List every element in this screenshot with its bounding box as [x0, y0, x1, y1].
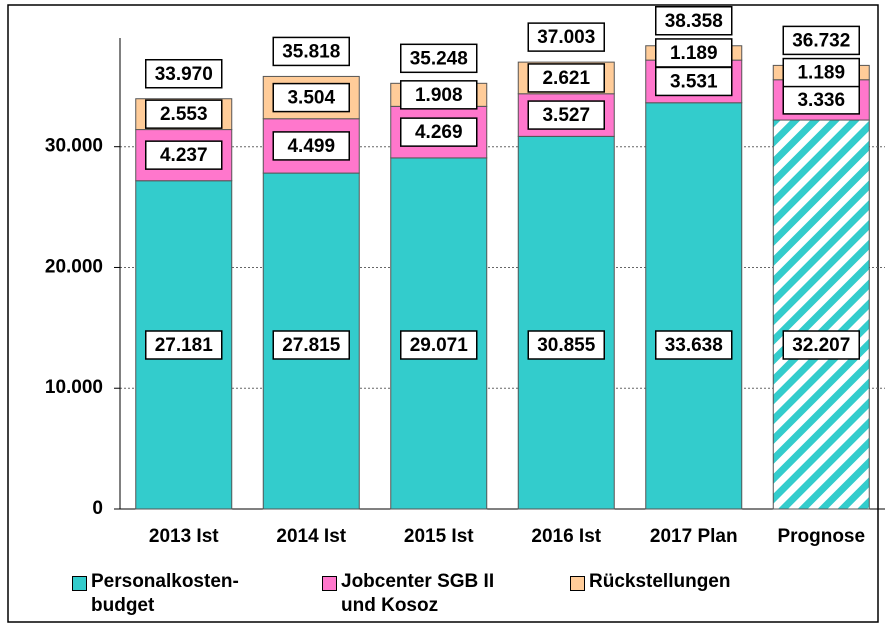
- data-label: 3.531: [670, 71, 718, 92]
- label-box: [272, 131, 350, 161]
- data-label: 1.189: [670, 43, 718, 64]
- legend-item: Rückstellungen: [570, 570, 790, 594]
- label-box: [272, 36, 350, 67]
- data-label: 33.970: [155, 64, 213, 85]
- y-tick-label: 10.000: [45, 377, 103, 398]
- bar-segment: [645, 102, 743, 510]
- data-label: 33.638: [665, 335, 723, 356]
- label-box: [145, 58, 223, 89]
- data-label: 1.908: [415, 85, 463, 106]
- data-label: 36.732: [792, 30, 850, 51]
- x-tick-label: 2017 Plan: [650, 526, 738, 547]
- label-box: [655, 38, 733, 68]
- legend-swatch: [570, 576, 585, 591]
- bar-segment: [772, 119, 870, 510]
- data-label: 30.855: [537, 335, 596, 356]
- label-box: [782, 25, 860, 56]
- label-box: [527, 63, 605, 93]
- bar-segment: [517, 135, 615, 510]
- label-box: [655, 66, 733, 97]
- label-box: [527, 100, 605, 130]
- label-box: [782, 85, 860, 115]
- label-box: [400, 43, 478, 74]
- data-label: 2.621: [542, 68, 590, 89]
- legend-item: Personalkosten-budget: [72, 570, 262, 618]
- x-tick-label: 2015 Ist: [404, 526, 474, 547]
- legend-label: Rückstellungen: [589, 571, 731, 592]
- data-label: 4.269: [415, 122, 463, 143]
- data-label: 37.003: [537, 27, 595, 48]
- y-tick-label: 0: [92, 498, 103, 519]
- legend-swatch: [322, 576, 337, 591]
- label-box: [145, 99, 223, 129]
- data-label: 4.237: [160, 145, 208, 166]
- label-box: [655, 330, 733, 360]
- label-box: [527, 330, 605, 360]
- label-box: [272, 82, 350, 113]
- data-label: 1.189: [797, 63, 845, 84]
- label-box: [782, 57, 860, 88]
- label-box: [400, 117, 478, 147]
- y-tick-label: 30.000: [45, 136, 103, 157]
- frame: [7, 4, 879, 623]
- data-label: 35.248: [410, 48, 468, 69]
- legend-label: Personalkosten-budget: [91, 571, 239, 616]
- data-label: 4.499: [287, 136, 335, 157]
- x-tick-label: 2013 Ist: [149, 526, 219, 547]
- label-box: [527, 22, 605, 52]
- x-tick-label: 2016 Ist: [531, 526, 601, 547]
- x-tick-label: 2014 Ist: [276, 526, 346, 547]
- x-tick-label: Prognose: [777, 526, 865, 547]
- legend-swatch: [72, 576, 87, 591]
- data-label: 3.504: [287, 88, 335, 109]
- label-box: [782, 330, 860, 360]
- label-box: [145, 330, 223, 360]
- legend-item: Jobcenter SGB II und Kosoz: [322, 570, 522, 618]
- label-box: [400, 80, 478, 110]
- label-box: [145, 140, 223, 170]
- data-label: 27.815: [282, 335, 341, 356]
- data-label: 29.071: [410, 335, 469, 356]
- legend-label: Jobcenter SGB II und Kosoz: [341, 571, 495, 616]
- label-box: [400, 330, 478, 360]
- label-box: [655, 6, 733, 36]
- data-label: 32.207: [792, 335, 850, 356]
- data-label: 35.818: [282, 41, 340, 62]
- data-label: 3.527: [542, 105, 590, 126]
- label-box: [272, 330, 350, 360]
- data-label: 27.181: [155, 335, 214, 356]
- data-label: 38.358: [665, 11, 723, 32]
- data-label: 3.336: [797, 90, 845, 111]
- y-tick-label: 20.000: [45, 256, 103, 277]
- data-label: 2.553: [160, 104, 208, 125]
